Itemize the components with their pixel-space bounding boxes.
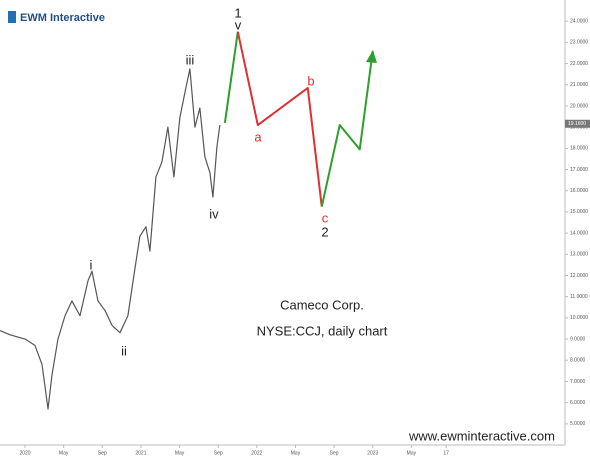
y-tick-label: 10.0000 <box>570 315 588 321</box>
y-tick-label: 16.0000 <box>570 188 588 194</box>
price-line <box>320 50 374 207</box>
y-tick-label: 22.0000 <box>570 61 588 67</box>
y-tick-label: 17.0000 <box>570 167 588 173</box>
y-tick-label: 9.0000 <box>570 336 586 342</box>
x-tick-label: 2020 <box>19 450 30 456</box>
last-price-box <box>565 119 590 128</box>
wave-label: iii <box>186 52 195 67</box>
logo: EWM Interactive <box>8 11 105 24</box>
wave-label: b <box>307 73 314 88</box>
y-tick-label: 6.0000 <box>570 400 586 406</box>
price-line <box>223 31 239 124</box>
y-tick-label: 18.0000 <box>570 146 588 152</box>
x-tick-label: 17 <box>443 450 449 456</box>
x-tick-label: May <box>59 450 69 456</box>
x-tick-label: 2022 <box>251 450 262 456</box>
x-tick-label: Sep <box>98 450 107 456</box>
y-tick-label: 7.0000 <box>570 379 586 385</box>
y-tick-label: 20.0000 <box>570 103 588 109</box>
wave-label: v <box>235 17 242 32</box>
y-tick-label: 21.0000 <box>570 82 588 88</box>
x-tick-label: Sep <box>214 450 223 456</box>
x-tick-label: Sep <box>330 450 339 456</box>
y-tick-label: 24.0000 <box>570 19 588 25</box>
price-line <box>0 68 221 410</box>
wave-label: a <box>254 129 262 144</box>
watermark: www.ewminteractive.com <box>408 428 555 443</box>
wave-label: ii <box>121 343 127 358</box>
x-tick-label: 2021 <box>135 450 146 456</box>
logo-text: EWM Interactive <box>20 12 105 24</box>
y-tick-label: 15.0000 <box>570 209 588 215</box>
wave-label: c <box>322 210 329 225</box>
y-tick-label: 23.0000 <box>570 40 588 46</box>
wave-label: iv <box>209 206 219 221</box>
y-tick-label: 12.0000 <box>570 273 588 279</box>
y-tick-label: 11.0000 <box>570 294 588 300</box>
x-tick-label: May <box>175 450 185 456</box>
last-price-label: 19.1600 <box>568 121 586 127</box>
y-tick-label: 5.0000 <box>570 421 586 427</box>
wave-label: 2 <box>321 224 328 239</box>
wave-label: i <box>90 257 93 272</box>
y-tick-label: 14.0000 <box>570 230 588 236</box>
y-tick-label: 8.0000 <box>570 358 586 364</box>
logo-icon <box>8 11 16 23</box>
price-line <box>236 31 323 207</box>
wave-label: 1 <box>234 5 241 20</box>
annotation: Cameco Corp. <box>280 297 364 312</box>
x-tick-label: May <box>291 450 301 456</box>
x-tick-label: May <box>407 450 417 456</box>
y-tick-label: 13.0000 <box>570 252 588 258</box>
annotation: NYSE:CCJ, daily chart <box>257 323 388 338</box>
x-tick-label: 2023 <box>367 450 378 456</box>
